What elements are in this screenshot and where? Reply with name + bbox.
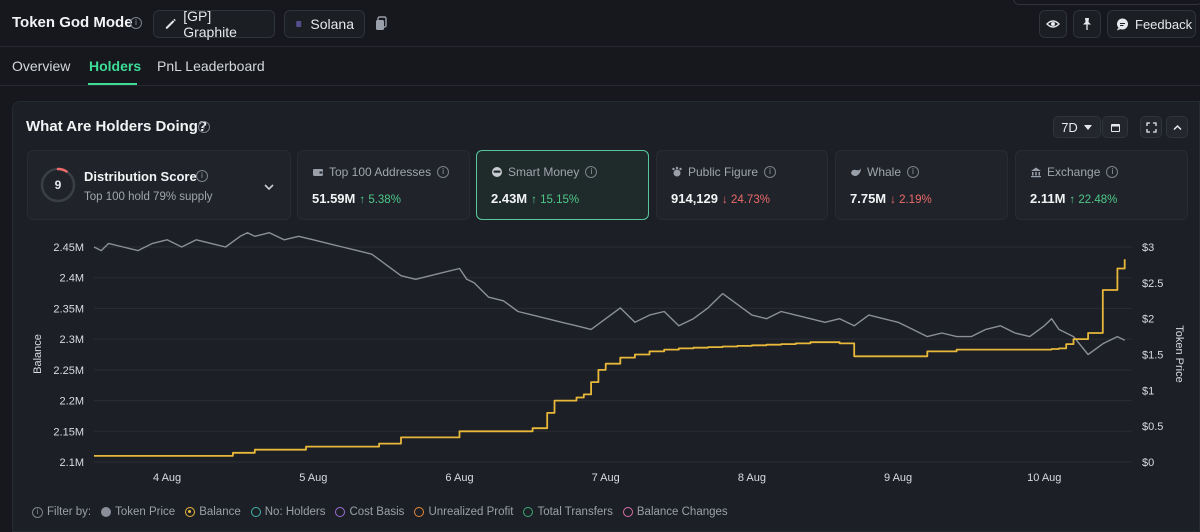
wallet-icon [313,169,323,176]
app-title: Token God Mode [12,14,133,31]
info-icon[interactable]: i [198,121,210,133]
legend-label: Balance [199,506,241,518]
card-value: 7.75M [850,191,887,206]
calendar-icon [1110,123,1120,132]
top-bar [0,0,1200,47]
card-value: 914,129 [671,191,718,206]
info-icon[interactable]: i [437,166,450,178]
time-range-select[interactable]: 7D [1053,116,1101,138]
legend-swatch [185,507,196,517]
card-change: ↑ 15.15% [531,194,580,206]
info-icon[interactable]: i [764,166,777,178]
filter-label: Filter by: [47,506,92,518]
feedback-button[interactable]: Feedback [1107,10,1196,38]
exchange-icon [1031,167,1041,178]
top-right-frame [1013,0,1200,5]
solana-icon [296,21,302,27]
card-label: Public Figure [688,165,759,179]
legend-label: Unrealized Profit [428,506,514,518]
distribution-score-label: Distribution Score [84,169,197,184]
distribution-score-value: 9 [54,178,62,192]
whale-icon [851,168,861,176]
card-public-figure[interactable]: Public Figure i 914,129 ↓ 24.73% [656,150,828,220]
time-range-value: 7D [1061,119,1078,135]
eye-icon [1046,20,1060,28]
card-label: Top 100 Addresses [329,165,432,179]
card-top-100-addresses[interactable]: Top 100 Addresses i 51.59M ↑ 5.38% [297,150,470,220]
token-label: [GP] Graphite [183,8,237,40]
legend-item[interactable]: Balance Changes [622,506,728,518]
legend-item[interactable]: Total Transfers [523,506,613,518]
pin-icon [1083,18,1091,30]
pencil-icon [165,18,176,29]
filter-bar: i Filter by: Token Price Balance No: Holde… [32,504,738,520]
copy-icon[interactable] [374,16,388,32]
info-icon[interactable]: i [196,170,208,182]
tab-pnl-leaderboard[interactable]: PnL Leaderboard [157,58,265,74]
pin-button[interactable] [1073,10,1101,38]
fullscreen-button[interactable] [1140,116,1162,138]
legend-swatch [101,507,112,517]
legend-label: Balance Changes [636,506,728,518]
card-change: ↑ 5.38% [359,194,401,206]
card-whale[interactable]: Whale i 7.75M ↓ 2.19% [835,150,1008,220]
expand-icon [1145,121,1157,133]
distribution-score-card[interactable]: 9 Distribution Score i Top 100 hold 79% … [27,150,291,220]
panel-title: What Are Holders Doing? [26,118,208,135]
info-icon[interactable]: i [32,506,43,518]
card-change: ↓ 24.73% [722,194,770,206]
legend-item[interactable]: Unrealized Profit [414,506,513,518]
info-icon[interactable]: i [907,166,920,178]
legend-label: No: Holders [264,506,326,518]
legend-label: Token Price [115,506,176,518]
info-icon[interactable]: i [1106,166,1119,178]
card-label: Whale [867,165,902,179]
legend-item[interactable]: Token Price [101,506,175,518]
card-value: 51.59M [312,191,356,206]
tab-bar: Overview Holders PnL Leaderboard [0,48,1200,86]
chat-bubble-icon [1117,18,1128,30]
legend-item[interactable]: Balance [185,506,241,518]
tab-holders[interactable]: Holders [89,58,142,74]
distribution-subtitle: Top 100 hold 79% supply [84,191,213,203]
legend-swatch [622,507,633,517]
legend-item[interactable]: No: Holders [250,506,326,518]
info-icon[interactable]: i [130,17,142,29]
legend-swatch [250,507,261,517]
legend-item[interactable]: Cost Basis [335,506,404,518]
legend-swatch [523,507,534,517]
token-selector-button[interactable]: [GP] Graphite [153,8,275,40]
card-change: ↑ 22.48% [1069,194,1118,206]
card-exchange[interactable]: Exchange i 2.11M ↑ 22.48% [1015,150,1188,220]
smart-money-icon [492,167,502,177]
score-ring [40,167,76,203]
tab-overview[interactable]: Overview [12,58,71,74]
watch-button[interactable] [1039,10,1067,38]
legend-swatch [414,507,425,517]
legend-label: Cost Basis [349,506,405,518]
chain-selector-button[interactable]: Solana [284,10,365,38]
legend-label: Total Transfers [537,506,613,518]
card-value: 2.43M [491,191,528,206]
card-change: ↓ 2.19% [890,194,932,206]
active-tab-indicator [88,83,137,85]
info-icon[interactable]: i [585,166,598,178]
chain-label: Solana [310,16,354,32]
legend-swatch [335,507,346,517]
feedback-label: Feedback [1135,16,1193,32]
card-label: Smart Money [508,165,580,179]
caret-down-icon [1083,125,1092,130]
public-figure-icon [672,166,682,177]
calendar-button[interactable] [1102,116,1128,138]
card-value: 2.11M [1030,191,1066,206]
collapse-button[interactable] [1166,116,1188,138]
card-smart-money[interactable]: Smart Money i 2.43M ↑ 15.15% [476,150,649,220]
card-label: Exchange [1047,165,1101,179]
chevron-up-icon [1172,124,1182,130]
chevron-down-icon[interactable] [263,181,275,193]
